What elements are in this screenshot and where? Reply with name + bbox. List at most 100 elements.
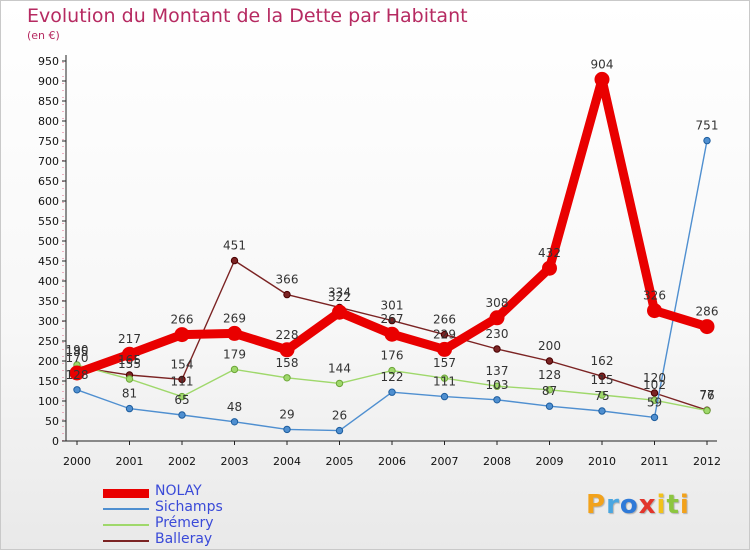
logo-letter: o	[619, 490, 639, 520]
legend-label-premery: Prémery	[155, 515, 214, 531]
data-point	[489, 310, 505, 326]
y-tick-label: 750	[38, 135, 59, 148]
data-label: 904	[591, 57, 614, 71]
legend-item-premery: Prémery	[103, 515, 303, 533]
y-tick-label: 850	[38, 95, 59, 108]
data-point	[279, 342, 295, 358]
data-label: 308	[486, 296, 509, 310]
data-label: 269	[223, 311, 246, 325]
y-tick-label: 150	[38, 375, 59, 388]
data-point	[122, 346, 137, 362]
data-label: 115	[591, 373, 614, 387]
data-point	[493, 382, 501, 390]
data-point	[594, 71, 610, 87]
data-label: 128	[538, 368, 561, 382]
data-label: 322	[328, 290, 351, 304]
data-point	[125, 375, 134, 383]
data-label: 81	[122, 387, 137, 401]
data-point	[598, 391, 606, 399]
x-tick-label: 2001	[116, 455, 144, 468]
y-tick-label: 900	[38, 75, 59, 88]
x-tick-label: 2008	[483, 455, 511, 468]
data-label: 228	[276, 328, 299, 342]
data-label: 48	[227, 400, 242, 414]
data-label: 26	[332, 409, 347, 423]
x-tick-label: 2000	[63, 455, 91, 468]
x-tick-label: 2002	[168, 455, 196, 468]
x-tick-label: 2010	[588, 455, 616, 468]
data-label: 190	[66, 343, 89, 357]
data-label: 266	[171, 313, 194, 327]
y-tick-label: 700	[38, 155, 59, 168]
legend-swatch-premery	[103, 524, 149, 526]
proxiti-logo: Proxiti	[586, 490, 690, 520]
data-point	[384, 326, 400, 342]
y-tick-label: 250	[38, 335, 59, 348]
data-label: 111	[171, 375, 194, 389]
data-point	[703, 136, 711, 145]
y-tick-label: 100	[38, 395, 59, 408]
legend-label-nolay: NOLAY	[155, 483, 202, 499]
x-tick-label: 2009	[536, 455, 564, 468]
data-label: 170	[66, 351, 89, 365]
y-tick-label: 200	[38, 355, 59, 368]
data-label: 432	[538, 246, 561, 260]
data-point	[174, 327, 190, 343]
data-point	[699, 319, 715, 335]
data-point	[545, 357, 554, 365]
data-label: 154	[171, 357, 194, 371]
data-label: 301	[381, 299, 404, 313]
data-point	[283, 290, 291, 299]
y-tick-label: 800	[38, 115, 59, 128]
data-point	[283, 374, 291, 382]
data-point	[178, 375, 186, 384]
data-label: 76	[699, 389, 714, 403]
data-label: 103	[486, 378, 509, 392]
data-label: 217	[118, 332, 141, 346]
legend-label-sichamps: Sichamps	[155, 499, 223, 515]
data-label: 200	[538, 339, 561, 353]
legend: NOLAY Sichamps Prémery Balleray	[103, 483, 303, 549]
data-label: 77	[699, 388, 714, 402]
data-label: 266	[433, 313, 456, 327]
y-tick-label: 950	[38, 55, 59, 68]
data-point	[125, 404, 134, 413]
legend-swatch-balleray	[103, 540, 149, 542]
data-label: 229	[433, 327, 456, 341]
data-label: 75	[594, 389, 609, 403]
data-label: 286	[696, 305, 719, 319]
data-label: 157	[433, 356, 456, 370]
data-label: 751	[696, 119, 719, 133]
data-point	[493, 345, 501, 353]
data-label: 65	[174, 393, 189, 407]
logo-letter: t	[666, 490, 680, 520]
data-point	[178, 411, 186, 419]
legend-swatch-sichamps	[103, 508, 149, 510]
x-tick-label: 2005	[326, 455, 354, 468]
data-point	[545, 402, 554, 410]
data-label: 176	[381, 349, 404, 363]
data-point	[440, 330, 449, 339]
chart-subtitle: (en €)	[27, 29, 60, 42]
logo-letter: P	[586, 490, 607, 520]
data-point	[542, 260, 557, 276]
data-label: 137	[486, 364, 509, 378]
data-label: 102	[643, 378, 666, 392]
data-label: 158	[276, 356, 299, 370]
data-point	[598, 407, 606, 415]
data-point	[73, 386, 81, 394]
data-point	[388, 316, 396, 325]
data-point	[227, 325, 242, 341]
data-label: 179	[223, 347, 246, 361]
y-tick-label: 300	[38, 315, 59, 328]
data-label: 87	[542, 384, 557, 398]
data-label: 111	[433, 375, 456, 389]
y-tick-label: 0	[52, 435, 59, 448]
data-point	[545, 386, 554, 394]
data-point	[69, 365, 85, 381]
logo-letter: r	[606, 490, 620, 520]
data-point	[178, 392, 186, 401]
y-tick-label: 650	[38, 175, 59, 188]
